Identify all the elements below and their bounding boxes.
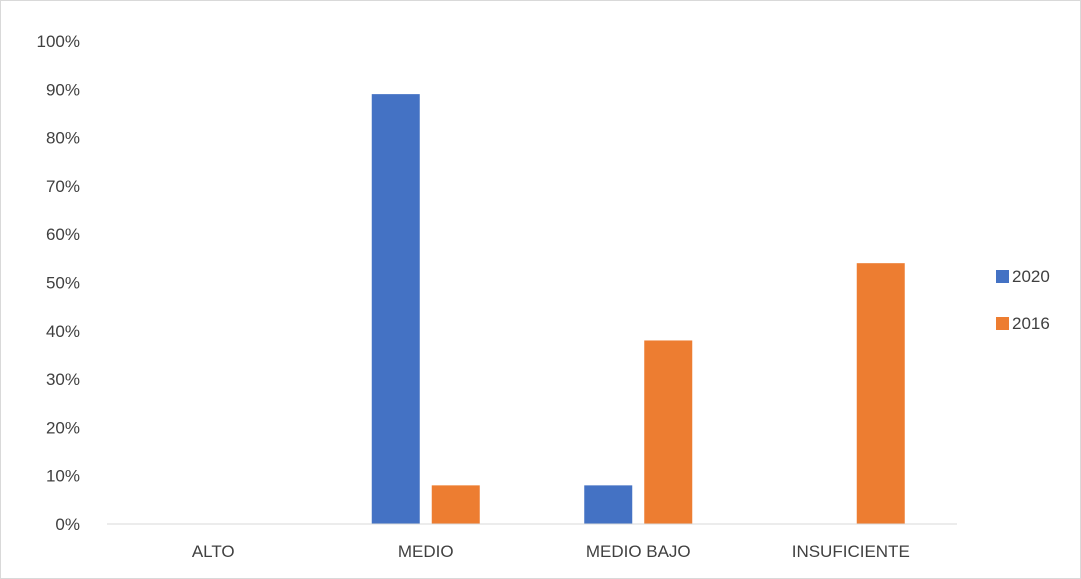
y-tick-label: 10% xyxy=(46,467,80,486)
y-tick-label: 100% xyxy=(37,32,80,51)
bar-2016-medio xyxy=(431,485,480,524)
y-tick-label: 40% xyxy=(46,322,80,341)
y-tick-label: 30% xyxy=(46,370,80,389)
legend-swatch-2020 xyxy=(996,270,1009,283)
bar-2016-medio-bajo xyxy=(644,340,693,524)
x-axis-labels: ALTO MEDIO MEDIO BAJO INSUFICIENTE xyxy=(192,542,910,561)
y-tick-label: 80% xyxy=(46,129,80,148)
x-tick-label: INSUFICIENTE xyxy=(792,542,910,561)
y-tick-label: 0% xyxy=(55,515,80,534)
y-tick-label: 70% xyxy=(46,177,80,196)
y-axis-ticks: 0% 10% 20% 30% 40% 50% 60% 70% 80% 90% 100% xyxy=(37,32,80,534)
legend-swatch-2016 xyxy=(996,317,1009,330)
y-tick-label: 20% xyxy=(46,418,80,437)
y-tick-label: 50% xyxy=(46,274,80,293)
y-tick-label: 60% xyxy=(46,225,80,244)
legend-label-2016: 2016 xyxy=(1012,314,1050,333)
bar-2020-medio xyxy=(371,94,420,524)
legend-label-2020: 2020 xyxy=(1012,267,1050,286)
bars xyxy=(371,94,905,524)
x-tick-label: MEDIO xyxy=(398,542,454,561)
bar-2020-medio-bajo xyxy=(584,485,633,524)
legend: 2020 2016 xyxy=(996,267,1050,333)
y-tick-label: 90% xyxy=(46,80,80,99)
x-tick-label: MEDIO BAJO xyxy=(586,542,691,561)
x-tick-label: ALTO xyxy=(192,542,235,561)
bar-2016-insuficiente xyxy=(856,263,905,524)
